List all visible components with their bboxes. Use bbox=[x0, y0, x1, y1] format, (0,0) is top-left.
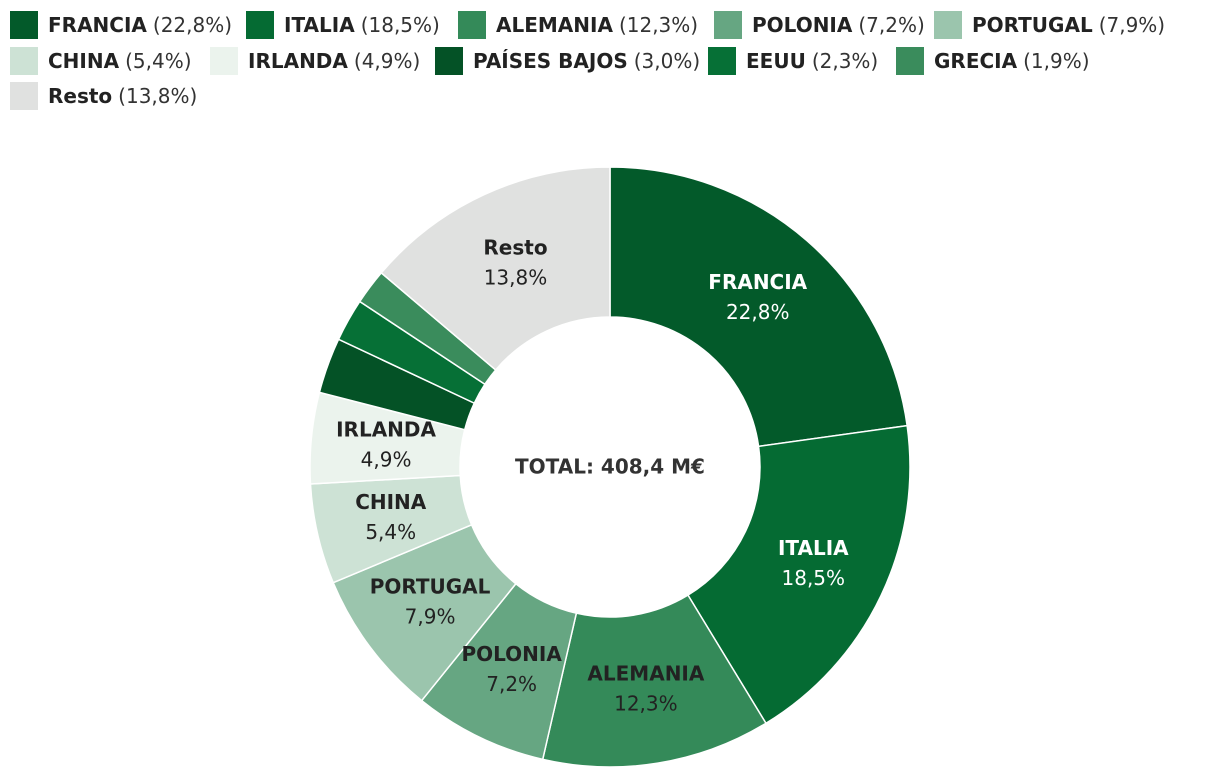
slice-pct-label: 22,8% bbox=[726, 300, 790, 324]
center-total-label: TOTAL: 408,4 M€ bbox=[515, 455, 705, 479]
legend-name: IRLANDA bbox=[248, 49, 348, 73]
legend-item: FRANCIA (22,8%) bbox=[10, 10, 232, 40]
legend-item: EEUU (2,3%) bbox=[708, 46, 878, 76]
chart-legend: FRANCIA (22,8%) ITALIA (18,5%) ALEMANIA (12,3… bbox=[10, 8, 1210, 118]
legend-name: ALEMANIA bbox=[496, 13, 613, 37]
slice-name-label: Resto bbox=[483, 235, 547, 259]
legend-swatch bbox=[10, 11, 38, 39]
slice-pct-label: 4,9% bbox=[361, 448, 412, 472]
legend-name: PORTUGAL bbox=[972, 13, 1093, 37]
slice-pct-label: 12,3% bbox=[614, 692, 678, 716]
slice-name-label: PORTUGAL bbox=[370, 575, 491, 599]
legend-pct: (7,9%) bbox=[1098, 13, 1166, 37]
legend-swatch bbox=[714, 11, 742, 39]
legend-pct: (4,9%) bbox=[353, 49, 421, 73]
legend-swatch bbox=[246, 11, 274, 39]
legend-pct: (18,5%) bbox=[360, 13, 440, 37]
legend-swatch bbox=[210, 47, 238, 75]
slice-italia bbox=[686, 424, 911, 725]
slice-resto bbox=[380, 166, 611, 371]
legend-item: Resto (13,8%) bbox=[10, 81, 197, 111]
slice-pct-label: 5,4% bbox=[365, 520, 416, 544]
legend-pct: (3,0%) bbox=[633, 49, 701, 73]
legend-item: PAÍSES BAJOS (3,0%) bbox=[435, 46, 700, 76]
legend-name: ITALIA bbox=[284, 13, 355, 37]
slice-francia bbox=[609, 166, 908, 448]
legend-item: GRECIA (1,9%) bbox=[896, 46, 1090, 76]
legend-item: ITALIA (18,5%) bbox=[246, 10, 440, 40]
legend-name: Resto bbox=[48, 84, 113, 108]
slice-name-label: IRLANDA bbox=[336, 418, 436, 442]
slice-pct-label: 7,9% bbox=[405, 605, 456, 629]
legend-swatch bbox=[708, 47, 736, 75]
legend-item: IRLANDA (4,9%) bbox=[210, 46, 420, 76]
legend-pct: (13,8%) bbox=[118, 84, 198, 108]
slice-name-label: CHINA bbox=[355, 490, 427, 514]
legend-name: PAÍSES BAJOS bbox=[473, 49, 628, 73]
legend-pct: (2,3%) bbox=[811, 49, 879, 73]
slice-pct-label: 18,5% bbox=[782, 566, 846, 590]
slice-name-label: ITALIA bbox=[778, 536, 849, 560]
slice-name-label: POLONIA bbox=[461, 642, 562, 666]
legend-name: CHINA bbox=[48, 49, 120, 73]
legend-swatch bbox=[896, 47, 924, 75]
legend-name: GRECIA bbox=[934, 49, 1018, 73]
legend-item: ALEMANIA (12,3%) bbox=[458, 10, 698, 40]
legend-name: EEUU bbox=[746, 49, 806, 73]
slice-alemania bbox=[541, 594, 767, 768]
legend-swatch bbox=[10, 47, 38, 75]
legend-item: PORTUGAL (7,9%) bbox=[934, 10, 1165, 40]
legend-pct: (1,9%) bbox=[1023, 49, 1090, 73]
legend-swatch bbox=[458, 11, 486, 39]
slice-name-label: FRANCIA bbox=[708, 270, 807, 294]
legend-pct: (12,3%) bbox=[618, 13, 699, 37]
slice-name-label: ALEMANIA bbox=[587, 662, 704, 686]
slice-pct-label: 13,8% bbox=[484, 265, 548, 289]
legend-name: POLONIA bbox=[752, 13, 853, 37]
legend-swatch bbox=[934, 11, 962, 39]
legend-swatch bbox=[10, 82, 38, 110]
legend-item: CHINA (5,4%) bbox=[10, 46, 192, 76]
legend-pct: (22,8%) bbox=[152, 13, 233, 37]
legend-item: POLONIA (7,2%) bbox=[714, 10, 925, 40]
slice-pct-label: 7,2% bbox=[486, 672, 537, 696]
legend-pct: (5,4%) bbox=[125, 49, 192, 73]
legend-pct: (7,2%) bbox=[858, 13, 925, 37]
legend-name: FRANCIA bbox=[48, 13, 147, 37]
legend-swatch bbox=[435, 47, 463, 75]
